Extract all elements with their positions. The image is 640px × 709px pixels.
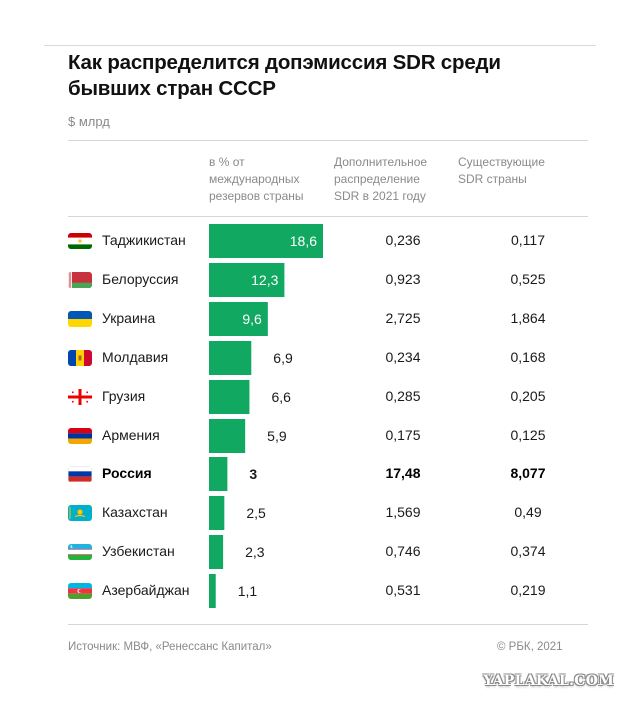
header-bottom-rule — [68, 216, 588, 217]
additional-sdr-value: 0,285 — [385, 387, 421, 404]
chart-row: Россия 3 17,48 8,077 — [68, 457, 588, 492]
flag-russia-icon — [68, 466, 92, 483]
header-top-rule — [68, 140, 588, 141]
category-label: Молдавия — [102, 348, 169, 365]
bar — [209, 496, 225, 531]
chart-row: Азербайджан 1,1 0,531 0,219 — [68, 574, 588, 609]
bar-value-label: 6,6 — [271, 389, 291, 405]
existing-sdr-value: 0,168 — [510, 348, 546, 365]
bar — [209, 224, 323, 258]
chart-row: Таджикистан 18,6 0,236 0,117 — [68, 224, 588, 258]
category-label: Казахстан — [102, 504, 168, 521]
bar — [209, 574, 216, 609]
additional-sdr-value: 1,569 — [385, 504, 421, 521]
bar-group: 1,1 — [209, 574, 258, 609]
bar-group: 3 — [209, 457, 257, 492]
additional-sdr-value: 0,175 — [385, 426, 421, 443]
bar-group: 18,6 — [209, 224, 323, 258]
additional-sdr-value: 0,923 — [385, 270, 421, 287]
existing-sdr-value: 0,374 — [510, 543, 546, 560]
bar-group: 2,3 — [209, 535, 265, 570]
bar-value-label: 1,1 — [238, 583, 258, 599]
bar — [209, 301, 268, 336]
existing-sdr-value: 0,117 — [511, 232, 545, 248]
bar-group: 9,6 — [209, 301, 268, 336]
category-label: Россия — [102, 465, 152, 482]
chart-row: Украина 9,6 2,725 1,864 — [68, 301, 588, 336]
bar-group: 12,3 — [209, 262, 285, 297]
existing-sdr-value: 0,49 — [514, 504, 542, 521]
bar — [209, 340, 252, 375]
category-label: Узбекистан — [102, 543, 175, 560]
bar-group: 5,9 — [209, 418, 287, 453]
bar-group: 6,9 — [209, 340, 293, 375]
bar-value-label: 2,3 — [245, 544, 265, 560]
column-header-additional: Дополнительное распределение SDR в 2021 … — [334, 155, 428, 203]
additional-sdr-value: 0,234 — [385, 348, 421, 365]
chart-row: Армения 5,9 0,175 0,125 — [68, 418, 588, 453]
chart-row: Молдавия 6,9 0,234 0,168 — [68, 340, 588, 375]
bar — [209, 418, 246, 453]
bar-value-label: 9,6 — [242, 311, 262, 327]
existing-sdr-value: 0,525 — [510, 270, 546, 287]
flag-georgia-icon — [68, 388, 92, 405]
bar-group: 6,6 — [209, 379, 291, 414]
unit-label: $ млрд — [68, 114, 110, 129]
category-label: Азербайджан — [102, 582, 190, 599]
chart-row: Казахстан 2,5 1,569 0,49 — [68, 496, 588, 531]
existing-sdr-value: 1,864 — [510, 309, 546, 326]
bar-value-label: 6,9 — [273, 350, 293, 366]
category-label: Грузия — [102, 387, 146, 404]
existing-sdr-value: 0,205 — [510, 387, 546, 404]
bar-value-label: 3 — [249, 466, 257, 482]
column-header-pct: в % от международных резервов страны — [209, 155, 304, 203]
chart-row: Узбекистан 2,3 0,746 0,374 — [68, 535, 588, 570]
additional-sdr-value: 17,48 — [385, 465, 421, 482]
category-label: Армения — [102, 426, 160, 443]
flag-azerbaijan-icon — [68, 583, 92, 600]
copyright-note: © РБК, 2021 — [497, 641, 563, 653]
category-label: Таджикистан — [102, 232, 186, 248]
additional-sdr-value: 0,236 — [385, 232, 421, 248]
watermark: YAPLAKAL.COM — [483, 673, 614, 689]
additional-sdr-value: 0,746 — [385, 543, 421, 560]
category-label: Белоруссия — [102, 270, 179, 287]
chart-title: Как распределится допэмиссия SDR среди б… — [68, 51, 501, 100]
bar-value-label: 12,3 — [251, 272, 278, 288]
category-label: Украина — [102, 309, 156, 326]
flag-kazakhstan-icon — [68, 505, 92, 522]
bar-value-label: 2,5 — [246, 505, 266, 521]
chart-row: Грузия 6,6 0,285 0,205 — [68, 379, 588, 414]
existing-sdr-value: 0,125 — [510, 426, 546, 443]
bar — [209, 379, 250, 414]
bar — [209, 535, 224, 570]
flag-moldova-icon — [68, 349, 92, 366]
footer-rule — [68, 624, 588, 625]
flag-ukraine-icon — [68, 310, 92, 327]
flag-belarus-icon — [68, 271, 92, 288]
bar-group: 2,5 — [209, 496, 266, 531]
existing-sdr-value: 8,077 — [510, 465, 546, 482]
existing-sdr-value: 0,219 — [510, 582, 546, 599]
additional-sdr-value: 0,531 — [385, 582, 421, 599]
additional-sdr-value: 2,725 — [385, 309, 421, 326]
bar-value-label: 18,6 — [290, 233, 317, 249]
chart-row: Белоруссия 12,3 0,923 0,525 — [68, 262, 588, 297]
bar — [209, 262, 285, 297]
bar — [209, 457, 228, 492]
column-header-existing: Существующие SDR страны — [458, 155, 545, 186]
top-divider — [44, 45, 596, 46]
flag-tajikistan-icon — [68, 233, 92, 249]
bar-value-label: 5,9 — [267, 428, 287, 444]
source-note: Источник: МВФ, «Ренессанс Капитал» — [68, 641, 272, 653]
flag-uzbekistan-icon — [68, 544, 92, 561]
flag-armenia-icon — [68, 427, 92, 444]
